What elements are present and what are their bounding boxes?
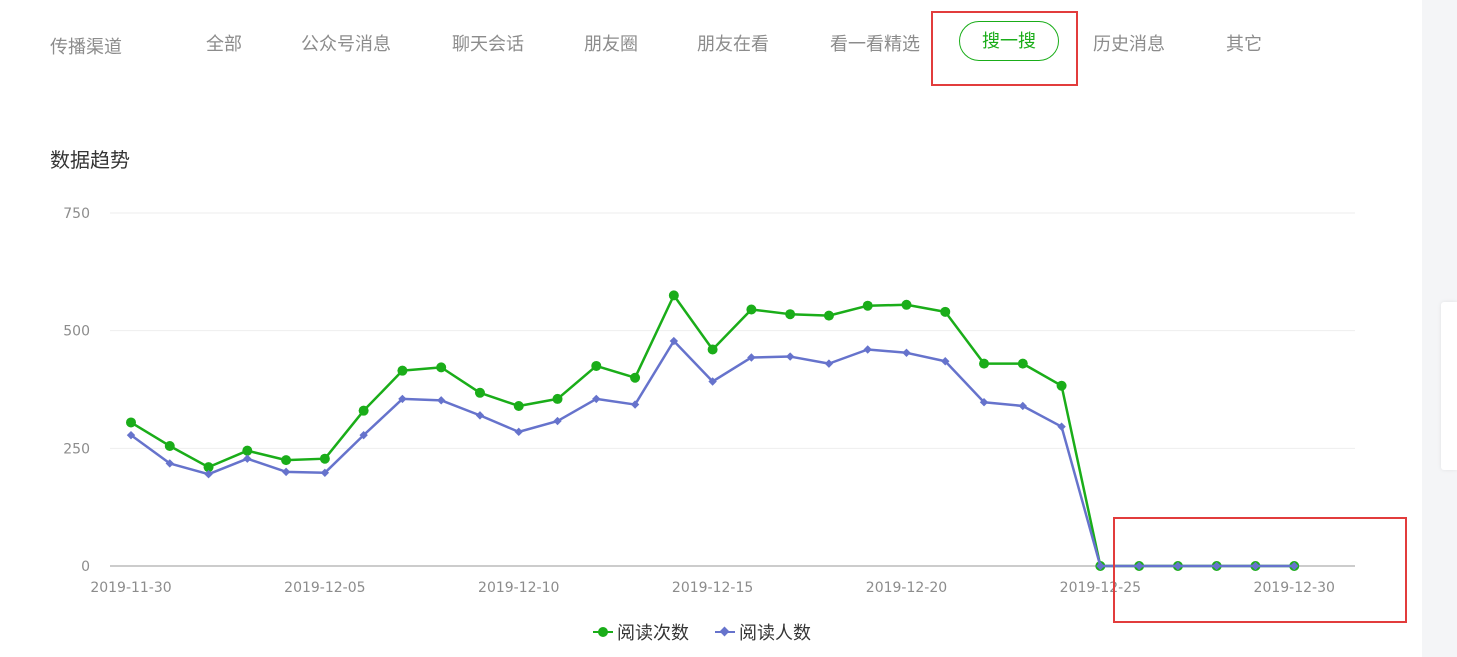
series-1-point-18 xyxy=(824,359,834,368)
legend-circle-icon xyxy=(593,622,613,642)
series-1-point-30 xyxy=(1290,561,1299,571)
series-0-point-1 xyxy=(164,440,175,451)
series-0-point-22 xyxy=(979,358,990,369)
legend-label-readers: 阅读人数 xyxy=(739,623,811,644)
series-0-point-4 xyxy=(281,455,292,466)
y-tick-label-0: 0 xyxy=(81,559,90,575)
series-1-point-3 xyxy=(243,454,252,463)
y-tick-label-750: 750 xyxy=(63,206,90,222)
series-0-point-24 xyxy=(1056,380,1067,391)
series-1-point-0 xyxy=(126,430,136,440)
series-0-point-18 xyxy=(823,310,834,321)
chart-legend: 阅读次数 阅读人数 xyxy=(593,619,811,645)
series-1-point-25 xyxy=(1096,561,1105,571)
series-1-point-13 xyxy=(630,400,640,409)
series-0-point-21 xyxy=(940,306,951,317)
series-1-point-11 xyxy=(553,416,562,426)
series-1-point-19 xyxy=(863,345,872,354)
y-tick-label-250: 250 xyxy=(63,441,90,457)
series-1-point-12 xyxy=(592,394,601,404)
series-0-point-6 xyxy=(358,405,369,416)
series-1-point-5 xyxy=(320,468,330,478)
series-1-point-27 xyxy=(1173,561,1183,571)
trend-line-chart: 0 250 500 750 2019-11-30 2019-12-05 2019-12-10… xyxy=(63,206,1355,596)
series-1-point-29 xyxy=(1251,561,1260,571)
series-1-point-22 xyxy=(979,398,989,407)
series-1-point-1 xyxy=(165,459,174,468)
series-line-1 xyxy=(130,339,1295,568)
series-0-point-12 xyxy=(591,360,602,371)
tab-top-stories[interactable]: 看一看精选 xyxy=(830,34,920,55)
series-1-point-9 xyxy=(475,411,485,420)
legend-item-reads[interactable]: 阅读次数 xyxy=(593,619,689,645)
tab-history-messages[interactable]: 历史消息 xyxy=(1093,34,1165,55)
series-0-point-7 xyxy=(397,365,408,376)
x-tick-label-2019-12-25: 2019-12-25 xyxy=(1060,580,1141,596)
series-line-0 xyxy=(130,294,1295,568)
x-tick-label-2019-12-20: 2019-12-20 xyxy=(866,580,947,596)
section-title: 数据趋势 xyxy=(50,148,130,172)
series-1-point-4 xyxy=(281,467,291,477)
series-0-point-14 xyxy=(668,290,679,301)
x-tick-label-2019-12-10: 2019-12-10 xyxy=(478,580,559,596)
series-0-point-23 xyxy=(1017,358,1028,369)
series-0-point-9 xyxy=(474,387,485,398)
tab-friends-watching[interactable]: 朋友在看 xyxy=(697,34,769,55)
side-panel-card[interactable] xyxy=(1441,302,1457,470)
series-1-point-26 xyxy=(1134,561,1144,571)
y-tick-label-500: 500 xyxy=(63,324,90,340)
series-1-point-7 xyxy=(398,394,407,404)
tab-moments[interactable]: 朋友圈 xyxy=(584,34,638,55)
tab-chat-sessions[interactable]: 聊天会话 xyxy=(452,34,524,55)
series-1-point-8 xyxy=(436,396,446,405)
x-tick-label-2019-12-05: 2019-12-05 xyxy=(284,580,365,596)
series-1-point-15 xyxy=(708,377,717,386)
series-0-point-11 xyxy=(552,393,563,404)
tab-search[interactable]: 搜一搜 xyxy=(959,21,1059,61)
series-1-point-6 xyxy=(359,430,368,440)
series-1-point-21 xyxy=(941,357,950,366)
series-0-point-19 xyxy=(862,300,873,311)
x-tick-label-2019-12-15: 2019-12-15 xyxy=(672,580,753,596)
series-0-point-8 xyxy=(436,362,447,373)
series-0-point-15 xyxy=(707,344,718,355)
series-1-point-16 xyxy=(747,353,756,362)
series-0-point-13 xyxy=(630,372,641,383)
series-1-point-23 xyxy=(1018,401,1028,411)
series-1-point-28 xyxy=(1212,561,1221,571)
series-0-point-3 xyxy=(242,445,253,456)
series-1-point-20 xyxy=(902,348,911,357)
x-tick-label-2019-11-30: 2019-11-30 xyxy=(90,580,171,596)
x-tick-label-2019-12-30: 2019-12-30 xyxy=(1254,580,1335,596)
series-0-point-0 xyxy=(126,417,136,428)
tab-official-account-messages[interactable]: 公众号消息 xyxy=(301,34,391,55)
series-0-point-2 xyxy=(203,462,214,473)
legend-diamond-icon xyxy=(715,622,735,642)
tab-other[interactable]: 其它 xyxy=(1226,34,1262,55)
channel-label: 传播渠道 xyxy=(50,37,122,58)
legend-item-readers[interactable]: 阅读人数 xyxy=(715,619,811,645)
series-1-point-2 xyxy=(204,470,213,479)
series-0-point-20 xyxy=(901,299,912,310)
series-1-point-17 xyxy=(785,352,795,361)
tab-all[interactable]: 全部 xyxy=(206,34,242,55)
series-0-point-16 xyxy=(746,304,757,315)
series-1-point-10 xyxy=(514,427,523,437)
series-1-point-14 xyxy=(669,336,679,346)
series-1-point-24 xyxy=(1057,422,1066,431)
series-0-point-17 xyxy=(785,309,796,320)
legend-label-reads: 阅读次数 xyxy=(617,623,689,644)
series-0-point-10 xyxy=(513,400,524,411)
series-0-point-5 xyxy=(319,453,330,464)
